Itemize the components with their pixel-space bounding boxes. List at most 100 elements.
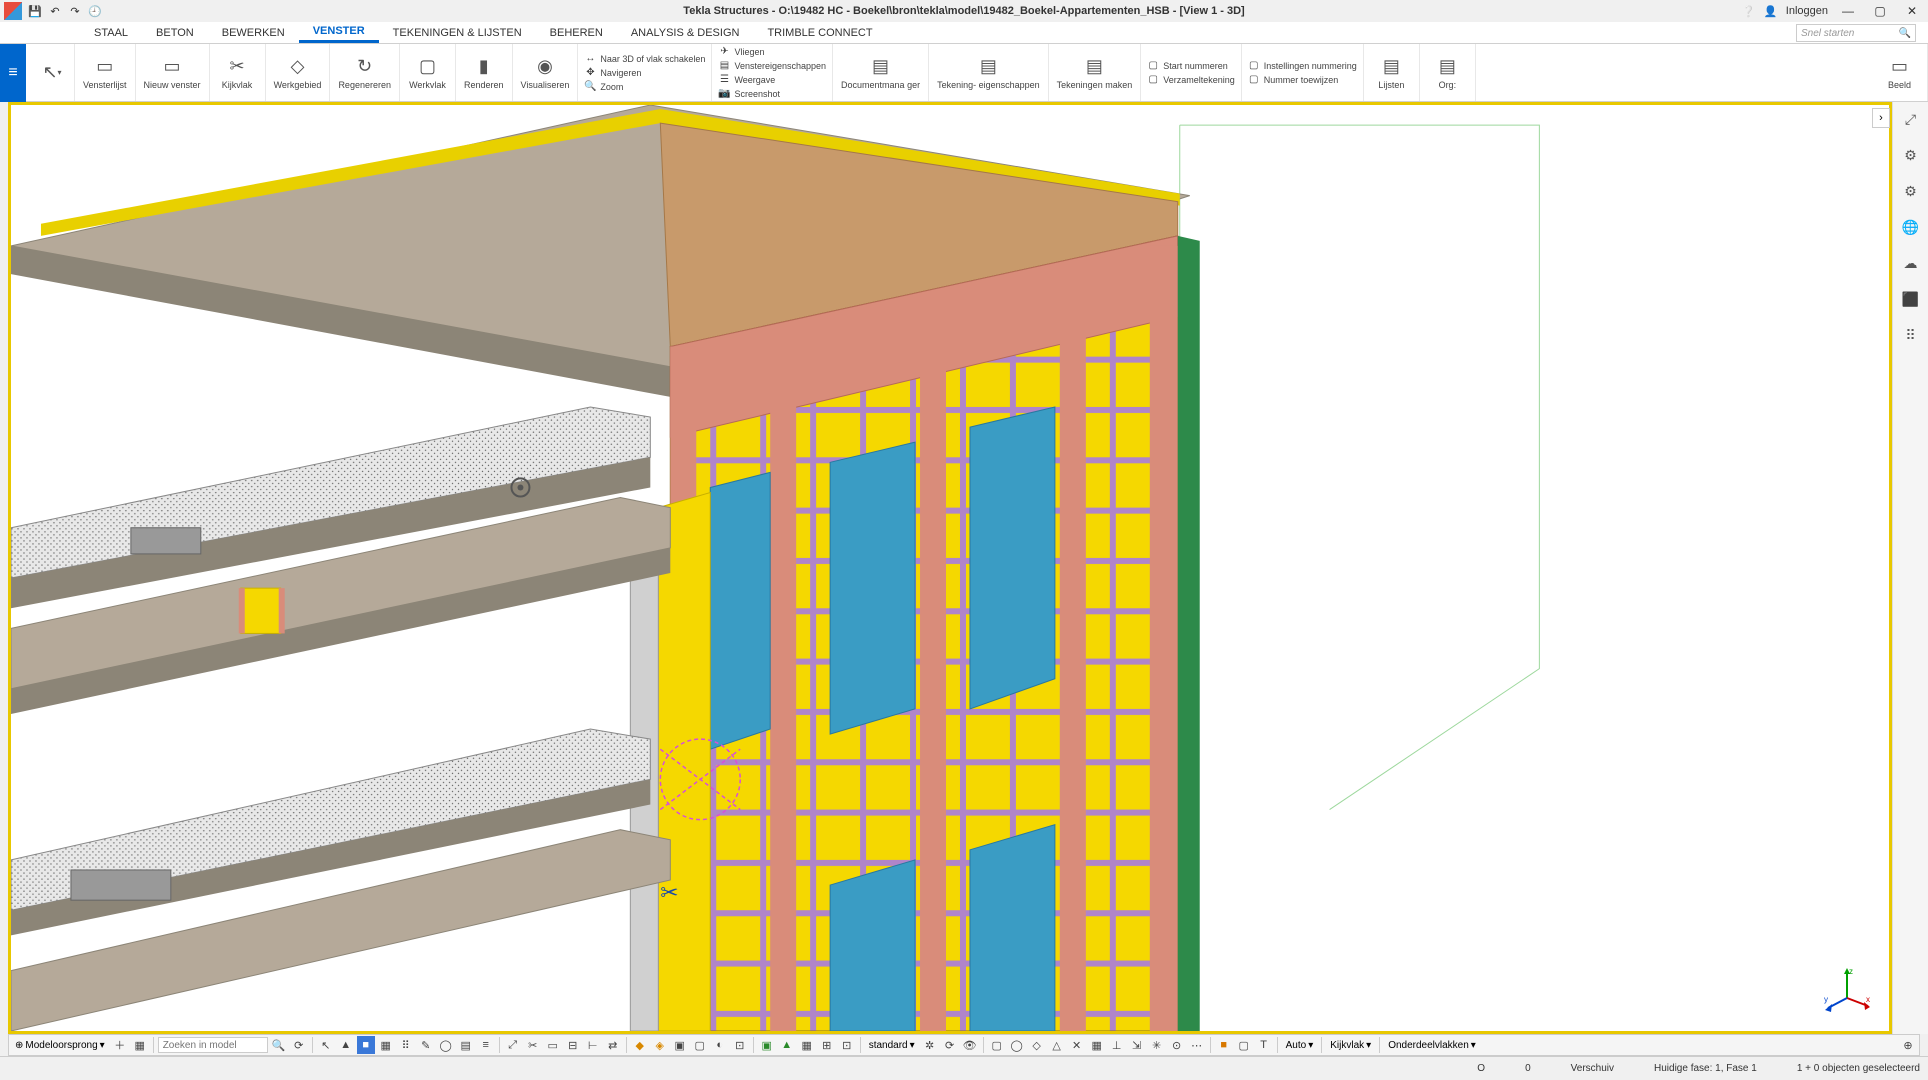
bt-text-icon[interactable]: T — [1255, 1036, 1273, 1054]
sel-list-icon[interactable]: ▤ — [457, 1036, 475, 1054]
tool-settings1-icon[interactable]: ⚙ — [1900, 144, 1922, 166]
osnap-5-icon[interactable]: ✕ — [1068, 1036, 1086, 1054]
sel-arrow-icon[interactable]: ↖ — [317, 1036, 335, 1054]
help-icon[interactable]: ❔ — [1742, 4, 1756, 18]
ribbon-instellingen-nummering[interactable]: ▢Instellingen nummering — [1248, 60, 1357, 72]
sel-dots-icon[interactable]: ⠿ — [397, 1036, 415, 1054]
bottom-lock-icon[interactable]: ▦ — [131, 1036, 149, 1054]
snap-e-icon[interactable]: ◐ — [711, 1036, 729, 1054]
snap-b-icon[interactable]: ◈ — [651, 1036, 669, 1054]
ribbon-vensterlijst[interactable]: ▭Vensterlijst — [75, 44, 136, 101]
osnap-8-icon[interactable]: ⇲ — [1128, 1036, 1146, 1054]
snap-h-icon[interactable]: ▲ — [778, 1036, 796, 1054]
bottom-plus-icon[interactable]: ＋ — [111, 1036, 129, 1054]
ribbon-nieuw-venster[interactable]: ▭Nieuw venster — [136, 44, 210, 101]
osnap-4-icon[interactable]: △ — [1048, 1036, 1066, 1054]
maximize-button[interactable]: ▢ — [1868, 2, 1892, 20]
ribbon-lijsten[interactable]: ▤Lijsten — [1364, 44, 1420, 101]
ribbon-verzameltekening[interactable]: ▢Verzameltekening — [1147, 74, 1235, 86]
ribbon-zoom[interactable]: 🔍Zoom — [584, 81, 705, 93]
tab-beton[interactable]: BETON — [142, 22, 208, 43]
snap-6-icon[interactable]: ⇄ — [604, 1036, 622, 1054]
collapse-panel-button[interactable]: › — [1872, 108, 1890, 128]
ribbon-screenshot[interactable]: 📷Screenshot — [718, 88, 826, 100]
tab-staal[interactable]: STAAL — [80, 22, 142, 43]
tab-venster[interactable]: VENSTER — [299, 22, 379, 43]
snap-a-icon[interactable]: ◆ — [631, 1036, 649, 1054]
snap-k-icon[interactable]: ⊡ — [838, 1036, 856, 1054]
snap-3-icon[interactable]: ▭ — [544, 1036, 562, 1054]
ribbon-venstereigenschappen[interactable]: ▤Venstereigenschappen — [718, 60, 826, 72]
tab-trimble[interactable]: TRIMBLE CONNECT — [753, 22, 886, 43]
osnap-6-icon[interactable]: ▦ — [1088, 1036, 1106, 1054]
osnap-7-icon[interactable]: ⊥ — [1108, 1036, 1126, 1054]
bt-eye-icon[interactable]: 👁 — [961, 1036, 979, 1054]
tool-grid-icon[interactable]: ⠿ — [1900, 324, 1922, 346]
3d-viewport[interactable]: ✂ — [8, 102, 1892, 1034]
bt-gray-icon[interactable]: ▢ — [1235, 1036, 1253, 1054]
redo-icon[interactable]: ↷ — [68, 4, 82, 18]
sel-lines-icon[interactable]: ≡ — [477, 1036, 495, 1054]
kijkvlak-dropdown[interactable]: Kijkvlak▾ — [1326, 1036, 1375, 1054]
ribbon-tekeningeigenschappen[interactable]: ▤Tekening- eigenschappen — [929, 44, 1049, 101]
standard-dropdown[interactable]: standard▾ — [865, 1036, 919, 1054]
login-link[interactable]: Inloggen — [1786, 5, 1828, 17]
tool-cloud-icon[interactable]: ☁ — [1900, 252, 1922, 274]
ribbon-tekeningen-maken[interactable]: ▤Tekeningen maken — [1049, 44, 1142, 101]
tool-settings2-icon[interactable]: ⚙ — [1900, 180, 1922, 202]
bt-last-icon[interactable]: ⊕ — [1899, 1036, 1917, 1054]
osnap-11-icon[interactable]: ⋯ — [1188, 1036, 1206, 1054]
ribbon-org[interactable]: ▤Org: — [1420, 44, 1476, 101]
ribbon-beeld[interactable]: ▭Beeld — [1872, 44, 1928, 101]
snap-g-icon[interactable]: ▣ — [758, 1036, 776, 1054]
tool-globe-icon[interactable]: 🌐 — [1900, 216, 1922, 238]
osnap-1-icon[interactable]: ▢ — [988, 1036, 1006, 1054]
search-clear-icon[interactable]: ⟳ — [290, 1036, 308, 1054]
close-button[interactable]: ✕ — [1900, 2, 1924, 20]
tab-tekeningen[interactable]: TEKENINGEN & LIJSTEN — [379, 22, 536, 43]
sel-tri-icon[interactable]: ▲ — [337, 1036, 355, 1054]
tool-expand-icon[interactable]: ⤢ — [1900, 108, 1922, 130]
quick-search[interactable]: Snel starten 🔍 — [1796, 24, 1916, 42]
osnap-2-icon[interactable]: ◯ — [1008, 1036, 1026, 1054]
save-icon[interactable]: 💾 — [28, 4, 42, 18]
osnap-10-icon[interactable]: ⊙ — [1168, 1036, 1186, 1054]
osnap-3-icon[interactable]: ◇ — [1028, 1036, 1046, 1054]
search-go-icon[interactable]: 🔍 — [270, 1036, 288, 1054]
ribbon-visualiseren[interactable]: ◉Visualiseren — [513, 44, 579, 101]
axis-gizmo[interactable]: z x y — [1822, 966, 1872, 1016]
ribbon-werkgebied[interactable]: ◇Werkgebied — [266, 44, 331, 101]
cursor-tool[interactable]: ↖︎▾ — [30, 44, 75, 101]
snap-f-icon[interactable]: ⊡ — [731, 1036, 749, 1054]
user-icon[interactable]: 👤 — [1764, 4, 1778, 18]
ribbon-navigeren[interactable]: ✥Navigeren — [584, 67, 705, 79]
snap-4-icon[interactable]: ⊟ — [564, 1036, 582, 1054]
tab-bewerken[interactable]: BEWERKEN — [208, 22, 299, 43]
snap-d-icon[interactable]: ▢ — [691, 1036, 709, 1054]
bt-orange-icon[interactable]: ■ — [1215, 1036, 1233, 1054]
bt-gear-icon[interactable]: ✲ — [921, 1036, 939, 1054]
snap-i-icon[interactable]: ▦ — [798, 1036, 816, 1054]
osnap-9-icon[interactable]: ✳ — [1148, 1036, 1166, 1054]
snap-j-icon[interactable]: ⊞ — [818, 1036, 836, 1054]
snap-5-icon[interactable]: ⊢ — [584, 1036, 602, 1054]
sel-circle-icon[interactable]: ◯ — [437, 1036, 455, 1054]
onderdeelvlakken-dropdown[interactable]: Onderdeelvlakken▾ — [1384, 1036, 1480, 1054]
ribbon-werkvlak[interactable]: ▢Werkvlak — [400, 44, 456, 101]
ribbon-3d-schakelen[interactable]: ↔Naar 3D of vlak schakelen — [584, 53, 705, 65]
file-menu-button[interactable]: ≡ — [0, 44, 26, 102]
tool-cube-icon[interactable]: ⬛ — [1900, 288, 1922, 310]
snap-c-icon[interactable]: ▣ — [671, 1036, 689, 1054]
sel-grid-icon[interactable]: ▦ — [377, 1036, 395, 1054]
snap-1-icon[interactable]: ⤢ — [504, 1036, 522, 1054]
undo-icon[interactable]: ↶ — [48, 4, 62, 18]
sel-edit-icon[interactable]: ✎ — [417, 1036, 435, 1054]
ribbon-renderen[interactable]: ▮Renderen — [456, 44, 513, 101]
history-icon[interactable]: 🕘 — [88, 4, 102, 18]
ribbon-documentmanager[interactable]: ▤Documentmana ger — [833, 44, 929, 101]
ribbon-nummer-toewijzen[interactable]: ▢Nummer toewijzen — [1248, 74, 1357, 86]
snap-2-icon[interactable]: ✂ — [524, 1036, 542, 1054]
tab-beheren[interactable]: BEHEREN — [536, 22, 617, 43]
ribbon-vliegen[interactable]: ✈Vliegen — [718, 46, 826, 58]
ribbon-kijkvlak[interactable]: ✂Kijkvlak — [210, 44, 266, 101]
